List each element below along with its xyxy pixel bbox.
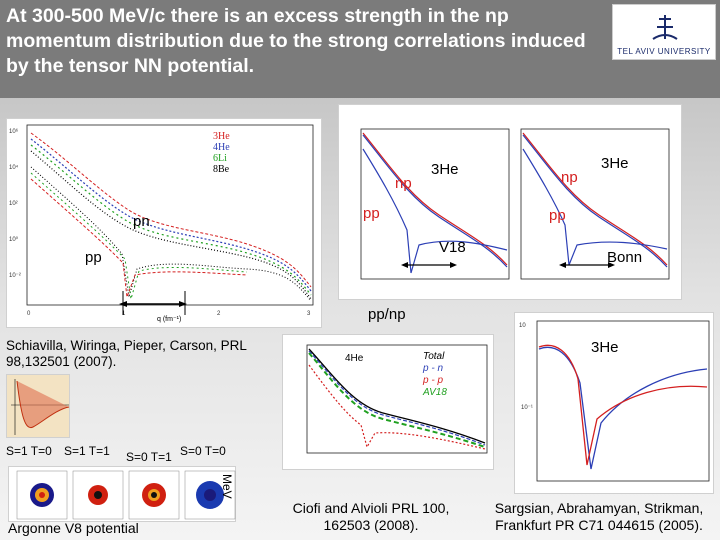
argonne-citation: Argonne V8 potential	[8, 520, 139, 536]
ciofi-nucleus-label: 4He	[345, 353, 364, 364]
legend-p-p: p - p	[423, 375, 444, 386]
legend-box: 3He 4He 6Li 8Be	[213, 131, 230, 175]
center-plots: np 3He pp V18 np 3He pp Bonn	[338, 104, 682, 300]
legend-av18: AV18	[423, 387, 447, 398]
legend-p-n: p - n	[423, 363, 444, 374]
nucleus-label-bonn: 3He	[601, 155, 629, 172]
np-label-v18: np	[395, 175, 412, 192]
ciofi-plot: 4He Total p - n p - p AV18	[282, 334, 494, 470]
st-label-3: S=0 T=1	[126, 450, 172, 464]
st-label-4: S=0 T=0	[180, 444, 226, 458]
legend-total: Total	[423, 351, 445, 362]
density-images	[8, 466, 236, 522]
svg-text:10⁻²: 10⁻²	[9, 273, 21, 279]
svg-text:2: 2	[217, 311, 221, 317]
potential-label-v18: V18	[439, 239, 466, 256]
svg-text:10⁶: 10⁶	[9, 128, 19, 135]
ciofi-legend: Total p - n p - p AV18	[423, 351, 447, 399]
np-label-bonn: np	[561, 169, 578, 186]
tensor-panel: S=1 T=0 S=1 T=1 S=0 T=1 S=0 T=0 MeV	[6, 444, 246, 524]
ciofi-citation: Ciofi and Alvioli PRL 100, 162503 (2008)…	[292, 500, 450, 533]
svg-text:10: 10	[519, 323, 526, 329]
sargsian-citation: Sargsian, Abrahamyan, Strikman, Frankfur…	[494, 500, 704, 533]
logo-emblem-icon	[652, 15, 678, 40]
slide-title: At 300-500 MeV/c there is an excess stre…	[6, 5, 586, 77]
svg-text:0: 0	[27, 311, 31, 317]
unit-label: MeV	[220, 474, 234, 499]
svg-text:10²: 10²	[9, 201, 18, 207]
ratio-title: pp/np	[368, 306, 406, 323]
legend-3he: 3He	[213, 131, 230, 142]
legend-8be: 8Be	[213, 164, 230, 175]
slide-header	[0, 0, 720, 98]
potential-sketch	[6, 374, 70, 438]
x-axis-label: q (fm⁻¹)	[157, 316, 182, 323]
nucleus-label-v18: 3He	[431, 161, 459, 178]
st-label-1: S=1 T=0	[6, 444, 52, 458]
svg-text:3: 3	[307, 311, 311, 317]
university-logo: TEL AVIV UNIVERSITY	[612, 4, 716, 60]
pn-label: pn	[133, 213, 150, 230]
schiavilla-plot: 10⁶ 10⁴ 10² 10⁰ 10⁻² 0 1 2 3 3He 4He 6Li 8Be…	[6, 118, 322, 328]
pp-label-bonn: pp	[549, 207, 566, 224]
potential-label-bonn: Bonn	[607, 249, 643, 266]
svg-text:10⁻¹: 10⁻¹	[521, 405, 533, 411]
pp-label: pp	[85, 249, 102, 266]
pp-label-v18: pp	[363, 205, 380, 222]
logo-text: TEL AVIV UNIVERSITY	[617, 47, 711, 56]
legend-6li: 6Li	[213, 153, 227, 164]
st-label-2: S=1 T=1	[64, 444, 110, 458]
ratio-nucleus-label: 3He	[591, 339, 619, 356]
svg-text:10⁰: 10⁰	[9, 236, 19, 243]
svg-text:1: 1	[122, 311, 126, 317]
schiavilla-citation: Schiavilla, Wiringa, Pieper, Carson, PRL…	[6, 338, 247, 369]
svg-text:10⁴: 10⁴	[9, 164, 19, 171]
ratio-plot: 10 10⁻¹ 3He	[514, 312, 714, 494]
legend-4he: 4He	[213, 142, 230, 153]
